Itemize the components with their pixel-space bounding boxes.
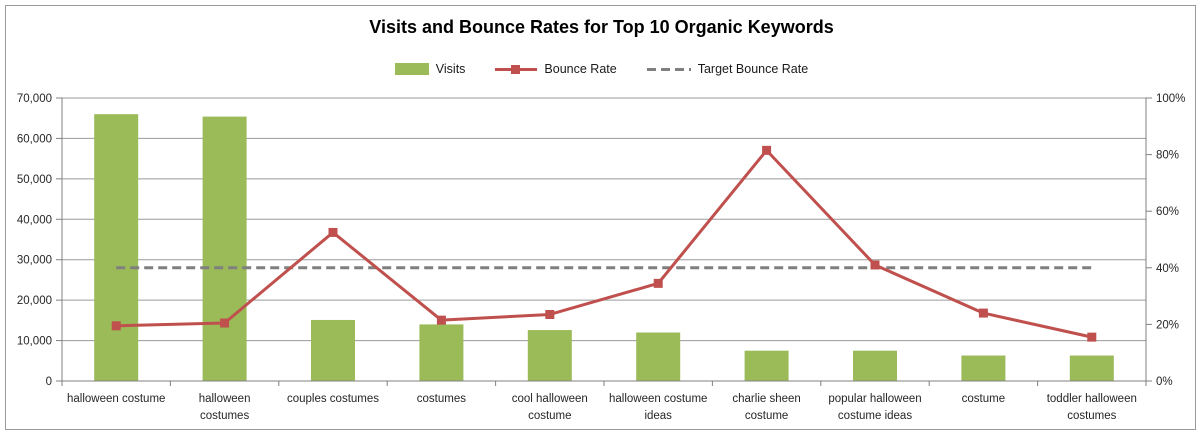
legend: Visits Bounce Rate Target Bounce Rate [0, 58, 1203, 80]
bounce-rate-line-icon [495, 64, 538, 74]
bounce-rate-marker [436, 315, 446, 325]
bounce-rate-marker [220, 318, 230, 328]
category-label: costume [528, 410, 571, 422]
legend-item-visits: Visits [394, 62, 466, 76]
legend-label-target-bounce-rate: Target Bounce Rate [697, 62, 809, 76]
bounce-rate-marker [870, 260, 880, 270]
left-axis-label: 20,000 [17, 295, 52, 307]
bounce-rate-marker [111, 321, 121, 331]
category-label: ideas [644, 410, 672, 422]
category-label: couples costumes [287, 393, 379, 405]
left-axis-label: 10,000 [17, 336, 52, 348]
bounce-rate-marker [653, 278, 663, 288]
category-label: halloween costume [67, 393, 165, 405]
right-axis-label: 80% [1156, 150, 1179, 162]
category-label: costumes [200, 410, 249, 422]
bounce-rate-marker [978, 308, 988, 318]
bounce-rate-line [116, 148, 1093, 339]
visits-bar [961, 355, 1006, 381]
left-axis-label: 60,000 [17, 133, 52, 145]
visits-bar [636, 332, 681, 381]
legend-item-bounce-rate: Bounce Rate [495, 62, 617, 76]
visits-bar [419, 324, 464, 381]
bounce-rate-marker [762, 145, 772, 155]
category-label: costumes [417, 393, 466, 405]
visits-bar [853, 350, 897, 381]
right-axis-label: 100% [1156, 93, 1185, 105]
right-axis-label: 20% [1156, 319, 1179, 331]
category-label: costume [962, 393, 1005, 405]
bounce-rate-marker [328, 227, 338, 237]
category-label: costume [745, 410, 788, 422]
left-axis-label: 40,000 [17, 214, 52, 226]
bounce-rate-marker [1087, 332, 1097, 342]
left-axis-label: 50,000 [17, 174, 52, 186]
category-label: popular halloween [828, 393, 921, 405]
visits-bar [744, 350, 789, 381]
visits-bar [1069, 355, 1114, 381]
left-axis-label: 30,000 [17, 255, 52, 267]
visits-bar [94, 114, 139, 382]
visits-bar [527, 330, 572, 381]
legend-label-bounce-rate: Bounce Rate [544, 62, 617, 76]
category-label: halloween [199, 393, 251, 405]
visits-bar [311, 319, 355, 381]
visits-bar [202, 116, 247, 382]
left-axis-label: 70,000 [17, 93, 52, 105]
right-axis-label: 40% [1156, 263, 1179, 275]
category-label: halloween costume [609, 393, 707, 405]
visits-swatch-icon [394, 63, 429, 75]
target-line-icon [646, 67, 691, 71]
right-axis-label: 60% [1156, 206, 1179, 218]
category-label: cool halloween [512, 393, 588, 405]
category-label: toddler halloween [1047, 393, 1137, 405]
legend-label-visits: Visits [435, 62, 466, 76]
category-label: costumes [1067, 410, 1116, 422]
category-label: charlie sheen [732, 393, 800, 405]
bounce-rate-marker [545, 309, 555, 319]
left-axis-label: 0 [46, 376, 52, 388]
legend-item-target-bounce-rate: Target Bounce Rate [646, 62, 809, 76]
chart-title: Visits and Bounce Rates for Top 10 Organ… [369, 17, 834, 37]
category-label: costume ideas [838, 410, 912, 422]
right-axis-label: 0% [1156, 376, 1173, 388]
